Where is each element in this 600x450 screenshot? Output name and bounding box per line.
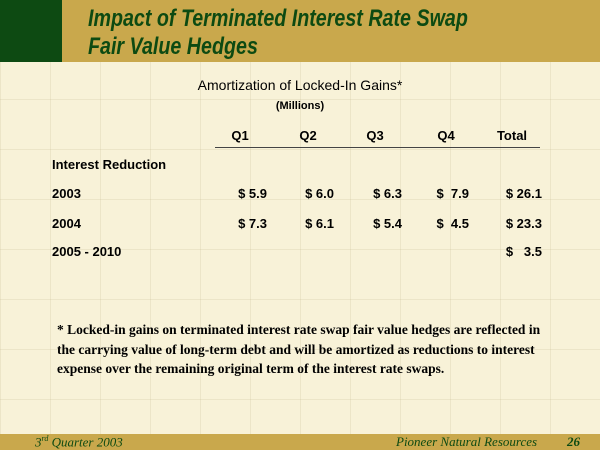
cell: $ 6.0 [305, 186, 334, 201]
cell: $ 6.3 [373, 186, 402, 201]
column-header: Q2 [299, 128, 317, 143]
corner-block [0, 0, 62, 62]
footnote: * Locked-in gains on terminated interest… [57, 322, 541, 376]
cell: $ 6.1 [305, 216, 334, 231]
column-header: Total [496, 128, 528, 143]
row-label: 2003 [52, 186, 81, 201]
header-rule [215, 147, 540, 148]
cell: $ 4.5 [436, 216, 469, 231]
page-number: 26 [567, 434, 580, 449]
cell: $ 26.1 [505, 186, 542, 201]
cell: $ 7.9 [436, 186, 469, 201]
cell: $ 3.5 [505, 244, 542, 259]
footer-suffix: rd [41, 434, 49, 443]
cell: $ 23.3 [505, 216, 542, 231]
row-label: 2004 [52, 216, 81, 231]
row-label: 2005 - 2010 [52, 244, 122, 259]
column-header: Q4 [437, 128, 455, 143]
column-header: Q3 [366, 128, 384, 143]
footer-text: Quarter 2003 [51, 434, 123, 450]
table-unit: (Millions) [275, 100, 325, 112]
section-label: Interest Reduction [52, 157, 167, 172]
footer-company: Pioneer Natural Resources [396, 434, 538, 449]
cell: $ 5.4 [373, 216, 402, 231]
title: Impact of Terminated Interest Rate Swap [88, 5, 468, 32]
cell: $ 5.9 [238, 186, 267, 201]
cell: $ 7.3 [238, 216, 267, 231]
title: Fair Value Hedges [88, 33, 258, 60]
title-banner [62, 0, 600, 62]
footer-number: 3 [35, 434, 42, 450]
footer-left: 3rd Quarter 2003 [35, 434, 123, 450]
column-header: Q1 [231, 128, 249, 143]
footer-bar [0, 434, 600, 450]
table-title: Amortization of Locked-In Gains* [197, 77, 403, 93]
